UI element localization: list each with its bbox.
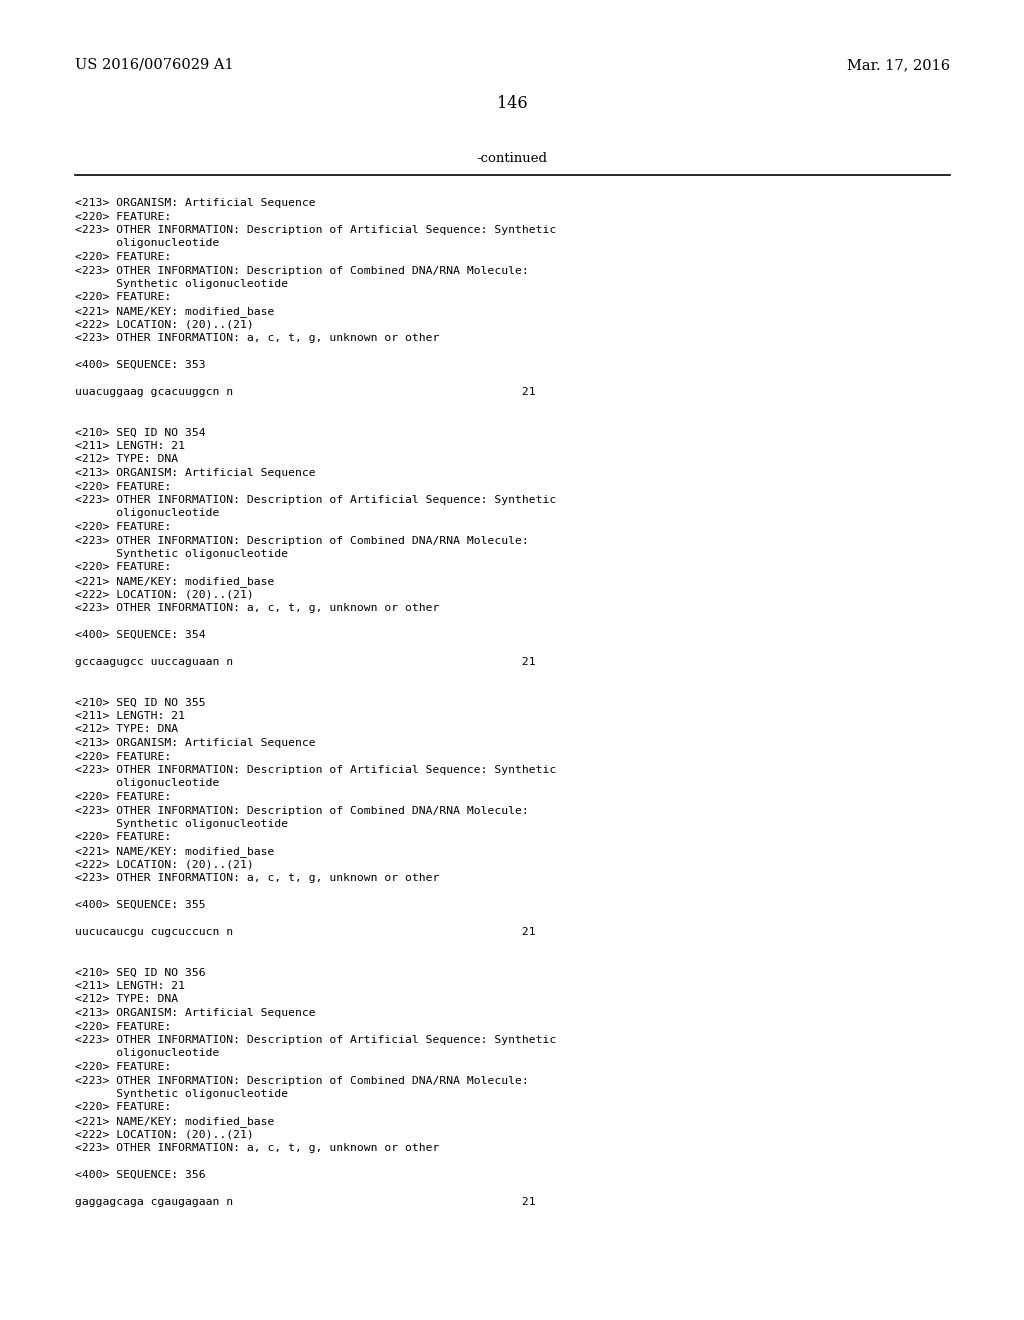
Text: <220> FEATURE:: <220> FEATURE:: [75, 521, 171, 532]
Text: <223> OTHER INFORMATION: Description of Artificial Sequence: Synthetic: <223> OTHER INFORMATION: Description of …: [75, 766, 556, 775]
Text: <211> LENGTH: 21: <211> LENGTH: 21: [75, 711, 185, 721]
Text: <220> FEATURE:: <220> FEATURE:: [75, 211, 171, 222]
Text: <212> TYPE: DNA: <212> TYPE: DNA: [75, 454, 178, 465]
Text: <213> ORGANISM: Artificial Sequence: <213> ORGANISM: Artificial Sequence: [75, 198, 315, 209]
Text: <400> SEQUENCE: 355: <400> SEQUENCE: 355: [75, 900, 206, 909]
Text: <223> OTHER INFORMATION: a, c, t, g, unknown or other: <223> OTHER INFORMATION: a, c, t, g, unk…: [75, 333, 439, 343]
Text: 146: 146: [497, 95, 527, 112]
Text: Synthetic oligonucleotide: Synthetic oligonucleotide: [75, 1089, 288, 1100]
Text: <210> SEQ ID NO 356: <210> SEQ ID NO 356: [75, 968, 206, 978]
Text: <213> ORGANISM: Artificial Sequence: <213> ORGANISM: Artificial Sequence: [75, 469, 315, 478]
Text: <220> FEATURE:: <220> FEATURE:: [75, 293, 171, 302]
Text: <221> NAME/KEY: modified_base: <221> NAME/KEY: modified_base: [75, 1115, 274, 1127]
Text: <223> OTHER INFORMATION: a, c, t, g, unknown or other: <223> OTHER INFORMATION: a, c, t, g, unk…: [75, 603, 439, 612]
Text: Synthetic oligonucleotide: Synthetic oligonucleotide: [75, 818, 288, 829]
Text: <223> OTHER INFORMATION: Description of Combined DNA/RNA Molecule:: <223> OTHER INFORMATION: Description of …: [75, 536, 528, 545]
Text: <220> FEATURE:: <220> FEATURE:: [75, 751, 171, 762]
Text: <223> OTHER INFORMATION: Description of Combined DNA/RNA Molecule:: <223> OTHER INFORMATION: Description of …: [75, 805, 528, 816]
Text: <210> SEQ ID NO 355: <210> SEQ ID NO 355: [75, 697, 206, 708]
Text: oligonucleotide: oligonucleotide: [75, 1048, 219, 1059]
Text: <400> SEQUENCE: 354: <400> SEQUENCE: 354: [75, 630, 206, 640]
Text: <222> LOCATION: (20)..(21): <222> LOCATION: (20)..(21): [75, 1130, 254, 1139]
Text: <223> OTHER INFORMATION: a, c, t, g, unknown or other: <223> OTHER INFORMATION: a, c, t, g, unk…: [75, 873, 439, 883]
Text: uuacuggaag gcacuuggcn n                                          21: uuacuggaag gcacuuggcn n 21: [75, 387, 536, 397]
Text: oligonucleotide: oligonucleotide: [75, 239, 219, 248]
Text: <221> NAME/KEY: modified_base: <221> NAME/KEY: modified_base: [75, 576, 274, 587]
Text: Synthetic oligonucleotide: Synthetic oligonucleotide: [75, 549, 288, 558]
Text: <223> OTHER INFORMATION: Description of Artificial Sequence: Synthetic: <223> OTHER INFORMATION: Description of …: [75, 495, 556, 506]
Text: <223> OTHER INFORMATION: Description of Combined DNA/RNA Molecule:: <223> OTHER INFORMATION: Description of …: [75, 1076, 528, 1085]
Text: <220> FEATURE:: <220> FEATURE:: [75, 482, 171, 491]
Text: <220> FEATURE:: <220> FEATURE:: [75, 792, 171, 803]
Text: -continued: -continued: [476, 152, 548, 165]
Text: <221> NAME/KEY: modified_base: <221> NAME/KEY: modified_base: [75, 306, 274, 317]
Text: <222> LOCATION: (20)..(21): <222> LOCATION: (20)..(21): [75, 319, 254, 330]
Text: <221> NAME/KEY: modified_base: <221> NAME/KEY: modified_base: [75, 846, 274, 857]
Text: <223> OTHER INFORMATION: Description of Artificial Sequence: Synthetic: <223> OTHER INFORMATION: Description of …: [75, 224, 556, 235]
Text: <223> OTHER INFORMATION: Description of Combined DNA/RNA Molecule:: <223> OTHER INFORMATION: Description of …: [75, 265, 528, 276]
Text: US 2016/0076029 A1: US 2016/0076029 A1: [75, 58, 233, 73]
Text: <212> TYPE: DNA: <212> TYPE: DNA: [75, 725, 178, 734]
Text: Synthetic oligonucleotide: Synthetic oligonucleotide: [75, 279, 288, 289]
Text: uucucaucgu cugcuccucn n                                          21: uucucaucgu cugcuccucn n 21: [75, 927, 536, 937]
Text: <212> TYPE: DNA: <212> TYPE: DNA: [75, 994, 178, 1005]
Text: <211> LENGTH: 21: <211> LENGTH: 21: [75, 981, 185, 991]
Text: <220> FEATURE:: <220> FEATURE:: [75, 833, 171, 842]
Text: <400> SEQUENCE: 356: <400> SEQUENCE: 356: [75, 1170, 206, 1180]
Text: gaggagcaga cgaugagaan n                                          21: gaggagcaga cgaugagaan n 21: [75, 1197, 536, 1206]
Text: <400> SEQUENCE: 353: <400> SEQUENCE: 353: [75, 360, 206, 370]
Text: oligonucleotide: oligonucleotide: [75, 779, 219, 788]
Text: <220> FEATURE:: <220> FEATURE:: [75, 1102, 171, 1113]
Text: <222> LOCATION: (20)..(21): <222> LOCATION: (20)..(21): [75, 859, 254, 870]
Text: <223> OTHER INFORMATION: Description of Artificial Sequence: Synthetic: <223> OTHER INFORMATION: Description of …: [75, 1035, 556, 1045]
Text: <223> OTHER INFORMATION: a, c, t, g, unknown or other: <223> OTHER INFORMATION: a, c, t, g, unk…: [75, 1143, 439, 1152]
Text: <220> FEATURE:: <220> FEATURE:: [75, 1063, 171, 1072]
Text: gccaagugcc uuccaguaan n                                          21: gccaagugcc uuccaguaan n 21: [75, 657, 536, 667]
Text: Mar. 17, 2016: Mar. 17, 2016: [847, 58, 950, 73]
Text: <220> FEATURE:: <220> FEATURE:: [75, 1022, 171, 1031]
Text: <222> LOCATION: (20)..(21): <222> LOCATION: (20)..(21): [75, 590, 254, 599]
Text: <210> SEQ ID NO 354: <210> SEQ ID NO 354: [75, 428, 206, 437]
Text: <220> FEATURE:: <220> FEATURE:: [75, 252, 171, 261]
Text: <213> ORGANISM: Artificial Sequence: <213> ORGANISM: Artificial Sequence: [75, 1008, 315, 1018]
Text: <213> ORGANISM: Artificial Sequence: <213> ORGANISM: Artificial Sequence: [75, 738, 315, 748]
Text: <220> FEATURE:: <220> FEATURE:: [75, 562, 171, 573]
Text: <211> LENGTH: 21: <211> LENGTH: 21: [75, 441, 185, 451]
Text: oligonucleotide: oligonucleotide: [75, 508, 219, 519]
